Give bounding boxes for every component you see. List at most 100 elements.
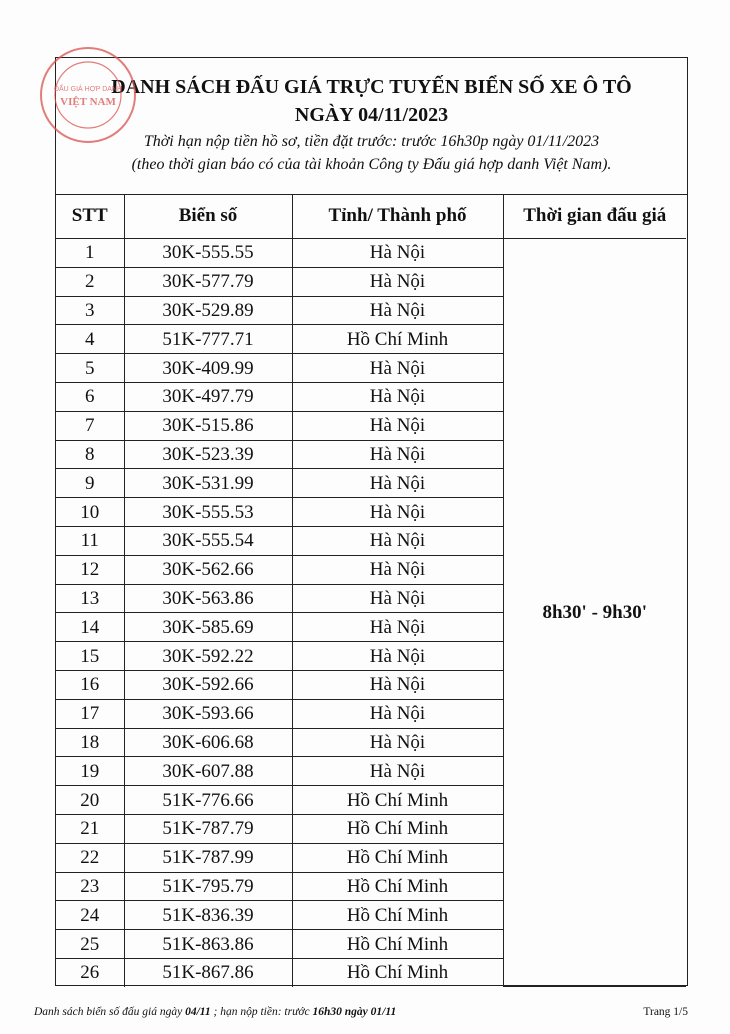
svg-text:ĐẤU GIÁ HỢP DANH: ĐẤU GIÁ HỢP DANH: [54, 83, 122, 93]
cell-city: Hà Nội: [291, 439, 503, 470]
cell-stt: 2: [56, 266, 125, 297]
subtitle-line-1: Thời hạn nộp tiền hồ sơ, tiền đặt trước:…: [143, 133, 600, 150]
cell-city: Hà Nội: [291, 266, 503, 297]
cell-stt: 10: [56, 497, 125, 527]
cell-plate: 51K-836.39: [123, 900, 293, 931]
cell-plate: 30K-555.54: [123, 525, 293, 556]
cell-stt: 8: [56, 439, 125, 470]
cell-plate: 30K-606.68: [123, 727, 293, 758]
table-row: 8 30K-523.39 Hà Nội: [56, 439, 686, 470]
document-frame: DANH SÁCH ĐẤU GIÁ TRỰC TUYẾN BIỂN SỐ XE …: [55, 57, 688, 988]
cell-stt: 11: [56, 525, 125, 556]
table-row: 9 30K-531.99 Hà Nội: [56, 468, 686, 499]
cell-stt: 25: [56, 929, 125, 959]
table-row: 14 30K-585.69 Hà Nội: [56, 612, 686, 643]
cell-city: Hồ Chí Minh: [291, 929, 503, 959]
table-row: 7 30K-515.86 Hà Nội: [56, 410, 686, 441]
footer-deadline: 16h30 ngày 01/11: [312, 1006, 397, 1018]
cell-stt: 24: [56, 900, 125, 931]
plate-table: STT Biển số Tỉnh/ Thành phố Thời gian đấ…: [56, 194, 686, 988]
col-header-stt: STT: [56, 194, 125, 239]
table-row: 26 51K-867.86 Hồ Chí Minh: [56, 957, 686, 987]
table-row: 6 30K-497.79 Hà Nội: [56, 381, 686, 412]
cell-city: Hồ Chí Minh: [291, 785, 503, 815]
cell-city: Hồ Chí Minh: [291, 871, 503, 902]
cell-stt: 19: [56, 756, 125, 787]
cell-plate: 30K-515.86: [123, 410, 293, 441]
page-number: Trang 1/5: [643, 1006, 688, 1018]
svg-text:VIỆT NAM: VIỆT NAM: [60, 95, 116, 108]
cell-city: Hà Nội: [291, 756, 503, 787]
cell-plate: 51K-867.86: [123, 957, 293, 987]
cell-city: Hồ Chí Minh: [291, 900, 503, 931]
cell-plate: 30K-555.55: [123, 238, 293, 268]
cell-plate: 30K-592.22: [123, 641, 293, 671]
cell-city: Hà Nội: [291, 698, 503, 729]
table-row: 4 51K-777.71 Hồ Chí Minh: [56, 324, 686, 355]
cell-plate: 51K-795.79: [123, 871, 293, 902]
cell-city: Hà Nội: [291, 468, 503, 499]
table-row: 5 30K-409.99 Hà Nội: [56, 353, 686, 383]
cell-city: Hà Nội: [291, 353, 503, 383]
cell-plate: 51K-776.66: [123, 785, 293, 815]
cell-plate: 30K-409.99: [123, 353, 293, 383]
col-header-time: Thời gian đấu giá: [502, 194, 686, 239]
footer-text-2: ; hạn nộp tiền: trước: [210, 1006, 313, 1018]
footer-note: Danh sách biển số đấu giá ngày 04/11 ; h…: [34, 1006, 396, 1018]
cell-city: Hà Nội: [291, 497, 503, 527]
cell-stt: 23: [56, 871, 125, 902]
cell-time-slot: 8h30' - 9h30': [502, 237, 686, 988]
cell-stt: 4: [56, 324, 125, 355]
table-row: 25 51K-863.86 Hồ Chí Minh: [56, 929, 686, 959]
cell-stt: 12: [56, 554, 125, 585]
cell-city: Hồ Chí Minh: [291, 813, 503, 844]
cell-stt: 20: [56, 785, 125, 815]
cell-stt: 22: [56, 842, 125, 873]
title-line-1: DANH SÁCH ĐẤU GIÁ TRỰC TUYẾN BIỂN SỐ XE …: [111, 76, 632, 98]
cell-city: Hồ Chí Minh: [291, 957, 503, 987]
table-row: 22 51K-787.99 Hồ Chí Minh: [56, 842, 686, 873]
table-row: 15 30K-592.22 Hà Nội: [56, 641, 686, 671]
table-row: 11 30K-555.54 Hà Nội: [56, 525, 686, 556]
cell-city: Hà Nội: [291, 641, 503, 671]
cell-plate: 30K-592.66: [123, 669, 293, 700]
col-header-plate: Biển số: [123, 194, 293, 239]
cell-stt: 17: [56, 698, 125, 729]
cell-stt: 6: [56, 381, 125, 412]
cell-plate: 51K-863.86: [123, 929, 293, 959]
cell-stt: 7: [56, 410, 125, 441]
cell-city: Hà Nội: [291, 295, 503, 326]
footer-text: Danh sách biển số đấu giá ngày: [34, 1006, 186, 1018]
company-stamp: ĐẤU GIÁ HỢP DANH VIỆT NAM: [40, 47, 136, 143]
table-row: 1 30K-555.55 Hà Nội 8h30' - 9h30': [56, 237, 686, 988]
cell-stt: 9: [56, 468, 125, 499]
cell-plate: 30K-531.99: [123, 468, 293, 499]
cell-plate: 30K-497.79: [123, 381, 293, 412]
cell-city: Hồ Chí Minh: [291, 842, 503, 873]
table-row: 10 30K-555.53 Hà Nội: [56, 497, 686, 527]
table-row: 24 51K-836.39 Hồ Chí Minh: [56, 900, 686, 931]
cell-stt: 1: [56, 238, 125, 268]
cell-stt: 5: [56, 353, 125, 383]
col-header-city: Tỉnh/ Thành phố: [291, 194, 504, 239]
cell-stt: 21: [56, 813, 125, 844]
cell-plate: 30K-523.39: [123, 439, 293, 470]
cell-city: Hà Nội: [291, 381, 503, 412]
cell-city: Hà Nội: [291, 583, 503, 614]
cell-city: Hà Nội: [291, 410, 503, 441]
cell-stt: 16: [56, 669, 125, 700]
cell-city: Hà Nội: [291, 525, 503, 556]
cell-stt: 18: [56, 727, 125, 758]
subtitle-line-2: (theo thời gian báo có của tài khoản Côn…: [131, 156, 612, 173]
cell-city: Hà Nội: [291, 238, 504, 268]
table-row: 3 30K-529.89 Hà Nội: [56, 295, 686, 326]
cell-city: Hà Nội: [291, 612, 503, 643]
cell-stt: 3: [56, 295, 125, 326]
cell-plate: 30K-529.89: [123, 295, 293, 326]
table-row: 16 30K-592.66 Hà Nội: [56, 669, 686, 700]
cell-stt: 13: [56, 583, 125, 614]
cell-city: Hà Nội: [291, 554, 503, 585]
cell-plate: 51K-787.79: [123, 813, 293, 844]
cell-plate: 30K-585.69: [123, 612, 293, 643]
